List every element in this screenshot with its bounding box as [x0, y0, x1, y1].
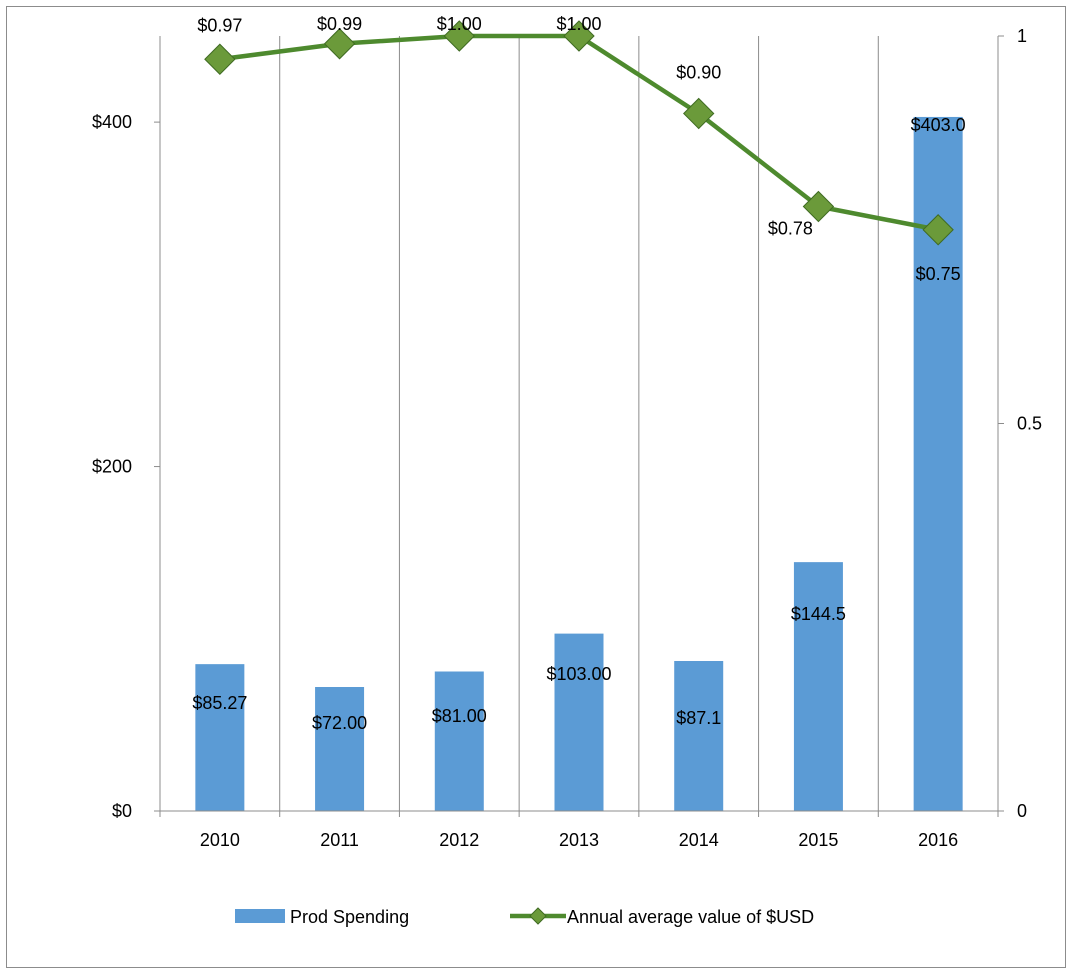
usd-value-label: $0.97	[197, 15, 242, 35]
legend-label-usd: Annual average value of $USD	[567, 907, 814, 927]
prod-spending-label: $85.27	[192, 693, 247, 713]
bar-2011	[315, 687, 365, 811]
prod-spending-label: $87.1	[676, 708, 721, 728]
x-tick-label: 2012	[439, 830, 479, 850]
prod-spending-label: $72.00	[312, 713, 367, 733]
left-tick-label: $200	[92, 457, 132, 477]
usd-value-marker-2012	[443, 20, 475, 52]
bar-series	[195, 116, 963, 811]
bar-2010	[195, 664, 245, 811]
x-tick-label: 2011	[320, 830, 359, 850]
legend: Prod Spending Annual average value of $US…	[235, 907, 814, 927]
x-tick-label: 2013	[559, 830, 599, 850]
usd-value-label: $1.00	[556, 14, 601, 34]
bar-2014	[674, 660, 724, 811]
legend-marker-usd	[529, 907, 547, 925]
usd-value-label: $0.99	[317, 14, 362, 34]
right-tick-label: 0	[1017, 801, 1027, 821]
usd-value-label: $0.90	[676, 63, 721, 83]
usd-value-marker-2010	[204, 43, 236, 75]
usd-value-marker-2016	[922, 214, 954, 246]
usd-value-label: $0.75	[916, 264, 961, 284]
bar-2015	[793, 562, 843, 811]
usd-value-line	[219, 33, 939, 232]
legend-label-prod-spending: Prod Spending	[290, 907, 409, 927]
chart-frame	[6, 6, 1066, 968]
usd-value-marker-2015	[802, 190, 835, 223]
usd-value-label: $1.00	[437, 14, 482, 34]
usd-value-marker-2014	[683, 97, 715, 130]
left-tick-label: $400	[92, 112, 132, 132]
legend-swatch-prod-spending	[235, 909, 285, 923]
usd-value-marker-2013	[563, 20, 595, 52]
right-tick-label: 0.5	[1017, 414, 1042, 434]
gridlines	[279, 36, 879, 811]
bar-2013	[554, 633, 604, 811]
line-series	[204, 20, 954, 246]
x-tick-label: 2015	[798, 830, 838, 850]
x-tick-label: 2014	[679, 830, 719, 850]
x-tick-label: 2010	[200, 830, 240, 850]
bar-2012	[434, 671, 484, 811]
usd-value-marker-2011	[323, 28, 356, 60]
data-labels: $0.97 $0.99 $1.00 $1.00 $0.90 $0.78 $0.75 $85.2…	[192, 14, 965, 733]
prod-spending-label: $103.00	[546, 664, 611, 684]
prod-spending-label: $144.5	[791, 604, 846, 624]
prod-spending-label: $81.00	[432, 706, 487, 726]
x-tick-label: 2016	[918, 830, 958, 850]
right-tick-label: 1	[1017, 26, 1027, 46]
left-tick-label: $0	[112, 801, 132, 821]
prod-spending-label: $403.0	[911, 115, 966, 135]
axes: 2010 2011 2012 2013 2014 2015 2016 $0 $200 $400 0 0…	[92, 26, 1042, 850]
usd-value-label: $0.78	[768, 219, 813, 239]
